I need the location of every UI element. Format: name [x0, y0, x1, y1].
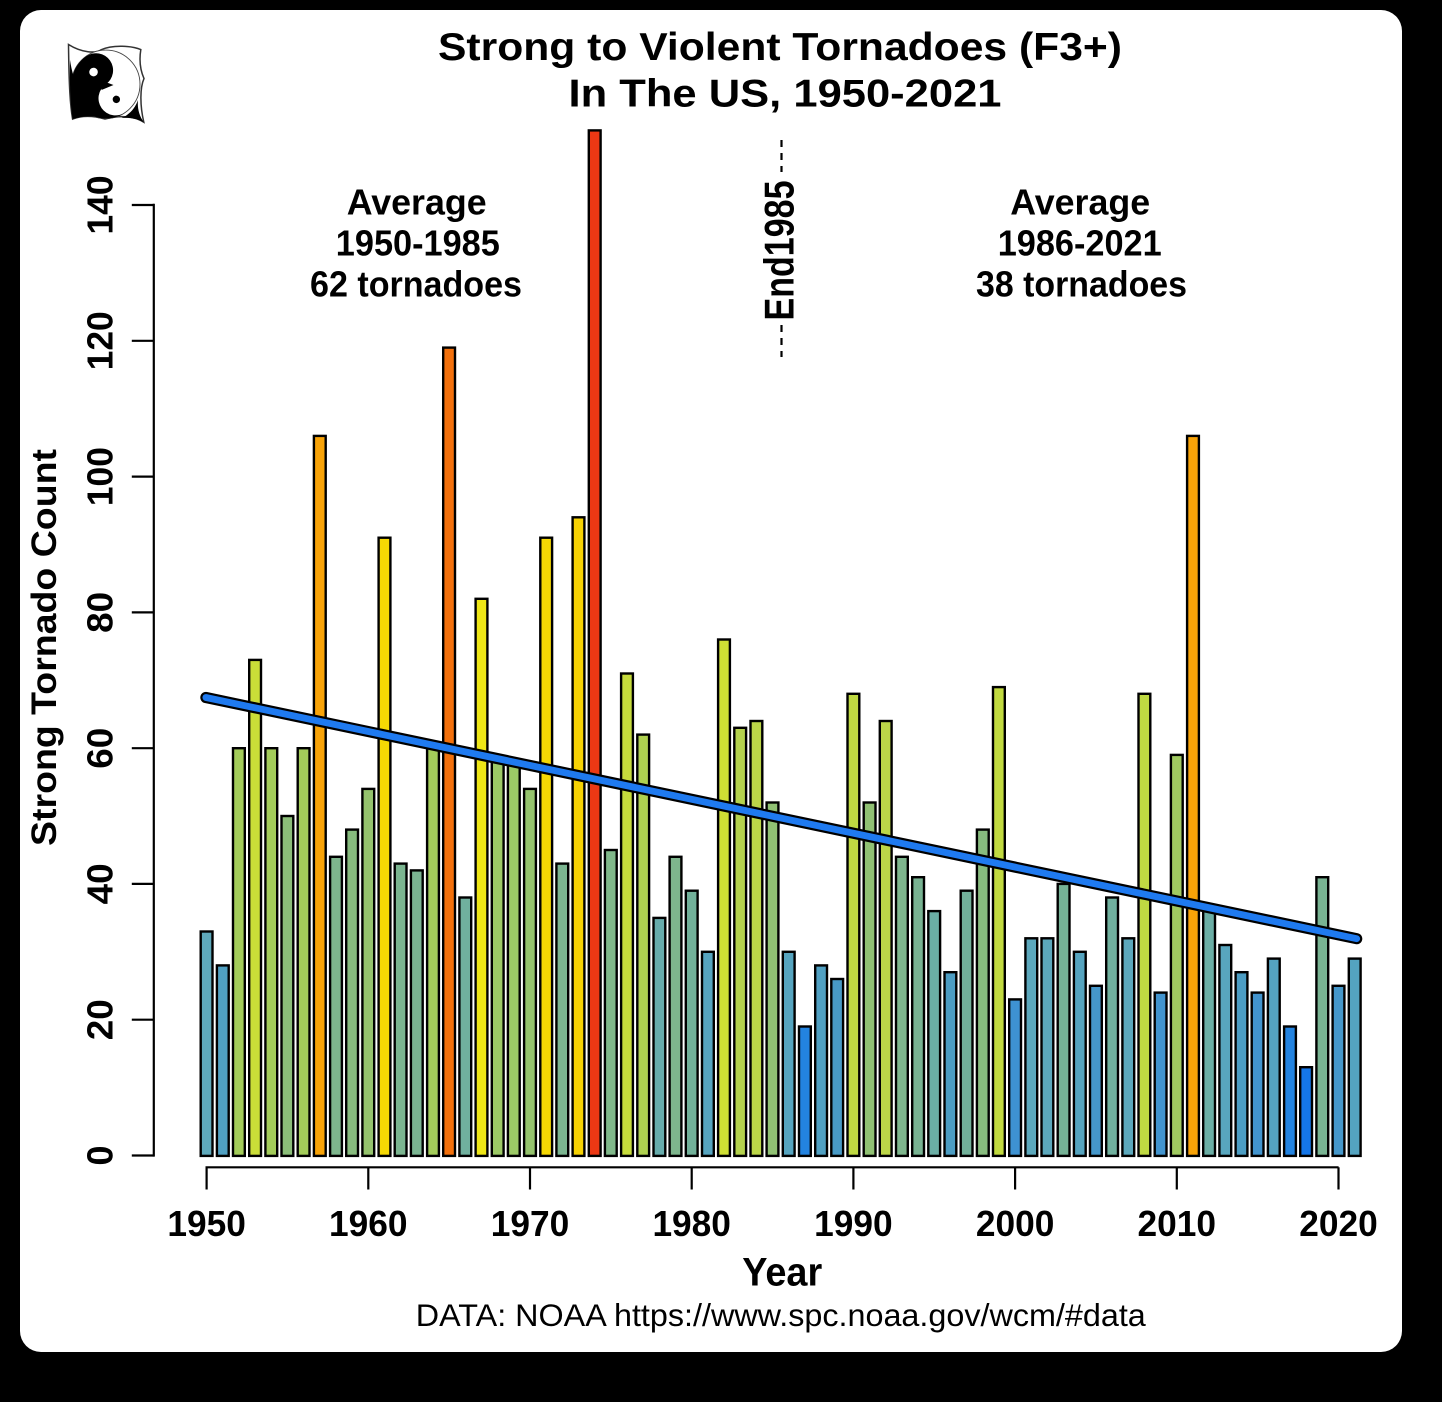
svg-text:62 tornadoes: 62 tornadoes: [310, 264, 522, 305]
svg-text:1970: 1970: [491, 1203, 570, 1244]
svg-text:1950-1985: 1950-1985: [336, 223, 500, 264]
svg-text:0: 0: [80, 1146, 121, 1166]
svg-text:End1985: End1985: [756, 181, 803, 321]
svg-text:20: 20: [80, 999, 121, 1040]
svg-text:2010: 2010: [1138, 1203, 1217, 1244]
svg-text:2020: 2020: [1299, 1203, 1378, 1244]
svg-text:38 tornadoes: 38 tornadoes: [976, 264, 1187, 305]
svg-text:100: 100: [80, 447, 121, 506]
svg-text:Year: Year: [742, 1251, 822, 1295]
svg-text:Average: Average: [1010, 181, 1150, 222]
svg-text:60: 60: [80, 728, 121, 769]
svg-text:1990: 1990: [814, 1203, 893, 1244]
svg-text:40: 40: [80, 863, 121, 904]
svg-text:In The US, 1950-2021: In The US, 1950-2021: [569, 73, 1002, 116]
svg-text:Strong Tornado Count: Strong Tornado Count: [25, 449, 64, 846]
svg-text:1960: 1960: [329, 1203, 408, 1244]
svg-text:1950: 1950: [167, 1203, 246, 1244]
svg-text:DATA: NOAA https://www.spc.noa: DATA: NOAA https://www.spc.noaa.gov/wcm/…: [416, 1297, 1146, 1333]
svg-text:Average: Average: [347, 181, 487, 222]
svg-text:2000: 2000: [976, 1203, 1055, 1244]
svg-text:1980: 1980: [652, 1203, 731, 1244]
svg-text:1986-2021: 1986-2021: [998, 223, 1162, 264]
svg-text:80: 80: [80, 592, 121, 633]
svg-text:140: 140: [80, 176, 121, 235]
svg-text:120: 120: [80, 311, 121, 370]
svg-text:Strong to Violent Tornadoes (F: Strong to Violent Tornadoes (F3+): [438, 26, 1122, 69]
